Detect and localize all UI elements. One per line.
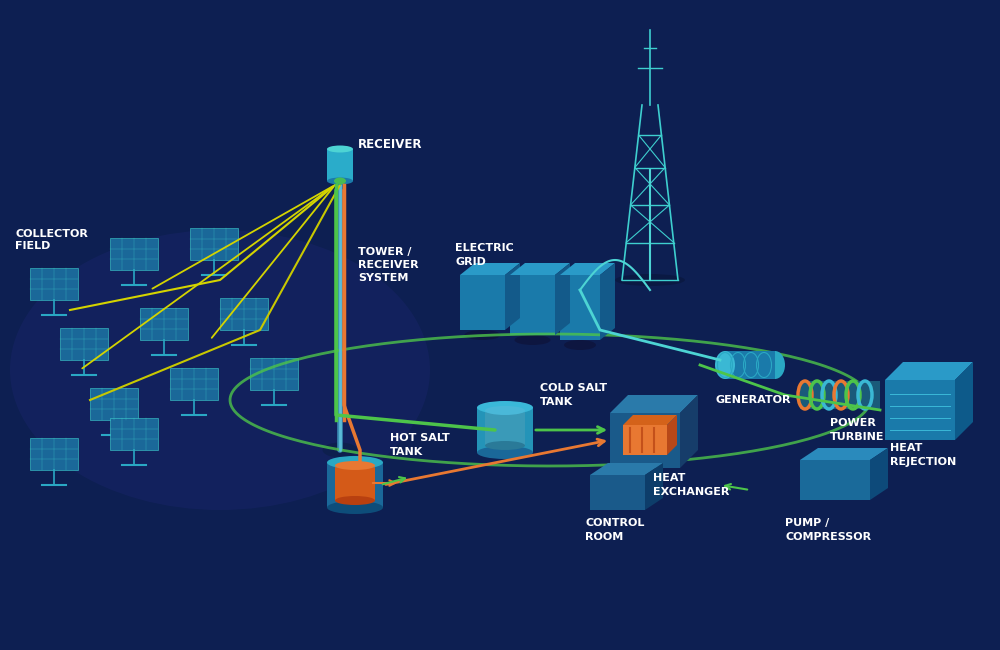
FancyBboxPatch shape [335, 465, 375, 500]
Polygon shape [505, 263, 520, 330]
Ellipse shape [615, 274, 685, 286]
Polygon shape [885, 380, 955, 440]
Polygon shape [170, 368, 218, 400]
Polygon shape [110, 238, 158, 270]
Text: PUMP /
COMPRESSOR: PUMP / COMPRESSOR [785, 519, 871, 541]
Text: ELECTRIC
GRID: ELECTRIC GRID [455, 243, 514, 266]
Polygon shape [955, 362, 973, 440]
Polygon shape [555, 263, 570, 335]
FancyBboxPatch shape [485, 411, 525, 445]
Polygon shape [190, 228, 238, 260]
Ellipse shape [327, 177, 353, 185]
Ellipse shape [477, 401, 533, 414]
Ellipse shape [327, 456, 383, 469]
Polygon shape [250, 358, 298, 390]
Polygon shape [800, 448, 888, 460]
Polygon shape [885, 362, 973, 380]
Text: POWER
TURBINE: POWER TURBINE [830, 419, 885, 441]
Text: HEAT
EXCHANGER: HEAT EXCHANGER [653, 473, 729, 497]
Text: RECEIVER: RECEIVER [358, 138, 422, 151]
Polygon shape [220, 298, 268, 330]
Ellipse shape [334, 177, 346, 185]
Polygon shape [645, 463, 663, 510]
Polygon shape [510, 263, 570, 275]
Ellipse shape [485, 406, 525, 415]
Ellipse shape [10, 230, 430, 510]
Ellipse shape [485, 441, 525, 450]
Ellipse shape [322, 443, 358, 458]
Polygon shape [460, 263, 520, 275]
Polygon shape [610, 395, 698, 413]
Ellipse shape [765, 351, 785, 379]
Polygon shape [110, 418, 158, 450]
Polygon shape [560, 263, 615, 275]
Polygon shape [610, 413, 680, 468]
Polygon shape [90, 388, 138, 420]
Polygon shape [60, 328, 108, 360]
Text: HOT SALT
TANK: HOT SALT TANK [390, 434, 450, 456]
Ellipse shape [715, 351, 735, 379]
Text: GENERATOR: GENERATOR [715, 395, 790, 405]
Text: COLLECTOR
FIELD: COLLECTOR FIELD [15, 229, 88, 251]
Polygon shape [800, 381, 880, 409]
Text: COLD SALT
TANK: COLD SALT TANK [540, 384, 607, 407]
Ellipse shape [327, 146, 353, 153]
Polygon shape [870, 448, 888, 500]
Polygon shape [680, 395, 698, 468]
Polygon shape [600, 263, 615, 340]
Polygon shape [510, 275, 555, 335]
FancyBboxPatch shape [477, 408, 533, 452]
Polygon shape [667, 415, 677, 455]
Ellipse shape [327, 501, 383, 514]
Polygon shape [725, 351, 775, 379]
Ellipse shape [564, 340, 596, 350]
Polygon shape [30, 268, 78, 300]
Polygon shape [140, 308, 188, 340]
Polygon shape [800, 460, 870, 500]
Ellipse shape [464, 330, 500, 340]
Polygon shape [590, 463, 663, 475]
Ellipse shape [514, 335, 550, 345]
Polygon shape [623, 415, 677, 425]
FancyBboxPatch shape [327, 149, 353, 181]
Polygon shape [460, 275, 505, 330]
Polygon shape [590, 475, 645, 510]
Text: CONTROL
ROOM: CONTROL ROOM [585, 519, 644, 541]
Polygon shape [30, 438, 78, 470]
Ellipse shape [335, 461, 375, 470]
FancyBboxPatch shape [327, 463, 383, 508]
Polygon shape [560, 275, 600, 340]
Ellipse shape [477, 446, 533, 459]
Text: TOWER /
RECEIVER
SYSTEM: TOWER / RECEIVER SYSTEM [358, 247, 419, 283]
Text: HEAT
REJECTION: HEAT REJECTION [890, 443, 956, 467]
Ellipse shape [335, 496, 375, 505]
Polygon shape [623, 425, 667, 455]
